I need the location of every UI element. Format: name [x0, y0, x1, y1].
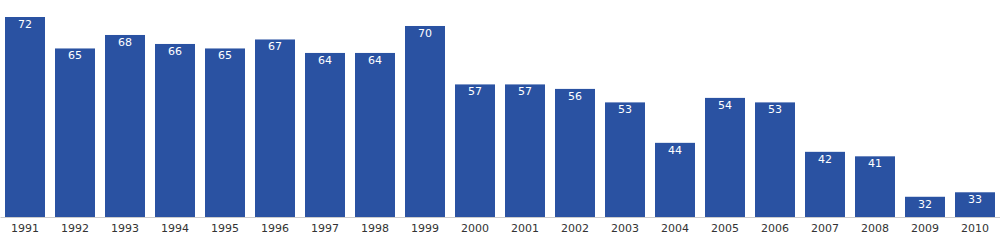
bar: [55, 48, 95, 217]
data-label: 57: [468, 85, 482, 98]
data-label: 53: [618, 103, 632, 116]
x-tick-label: 2010: [961, 222, 989, 235]
bar: [955, 192, 995, 217]
x-tick-label: 1991: [11, 222, 39, 235]
bar: [905, 197, 945, 217]
x-tick-label: 1992: [61, 222, 89, 235]
bar: [305, 53, 345, 217]
bar: [205, 48, 245, 217]
x-tick-label: 1999: [411, 222, 439, 235]
x-tick-label: 1998: [361, 222, 389, 235]
x-tick: 2006: [761, 217, 789, 235]
plot: 72 65 68 66 65 67 64 64 70 57 57 56 53 44 54 53 42 41 32 33…: [1, 17, 1000, 235]
bar: [455, 84, 495, 217]
x-tick-label: 2001: [511, 222, 539, 235]
x-tick-label: 2009: [911, 222, 939, 235]
bar: [805, 152, 845, 217]
x-tick-label: 2003: [611, 222, 639, 235]
data-label: 56: [568, 90, 582, 103]
bar: [655, 143, 695, 217]
bar: [755, 102, 795, 217]
data-labels: 72 65 68 66 65 67 64 64 70 57 57 56 53 44 54 53 42 41 32 33: [18, 18, 982, 211]
bar: [105, 35, 145, 217]
bar: [405, 26, 445, 217]
x-tick: 2000: [461, 217, 489, 235]
x-tick-label: 2005: [711, 222, 739, 235]
bar: [705, 98, 745, 217]
x-tick: 2009: [911, 217, 939, 235]
x-tick: 1998: [361, 217, 389, 235]
x-tick-label: 1994: [161, 222, 189, 235]
data-label: 65: [68, 49, 82, 62]
bar: [605, 102, 645, 217]
x-tick: 1992: [61, 217, 89, 235]
x-tick-label: 1997: [311, 222, 339, 235]
data-label: 32: [918, 198, 932, 211]
bar: [5, 17, 45, 217]
x-tick-label: 2002: [561, 222, 589, 235]
bar: [155, 44, 195, 217]
x-tick: 1994: [161, 217, 189, 235]
x-tick: 2005: [711, 217, 739, 235]
x-tick: 1999: [411, 217, 439, 235]
x-tick-label: 1996: [261, 222, 289, 235]
x-tick-label: 2000: [461, 222, 489, 235]
x-tick-label: 2004: [661, 222, 689, 235]
data-label: 53: [768, 103, 782, 116]
x-tick: 2003: [611, 217, 639, 235]
data-label: 57: [518, 85, 532, 98]
x-tick: 2010: [961, 217, 989, 235]
x-tick-label: 2006: [761, 222, 789, 235]
x-tick: 1997: [311, 217, 339, 235]
bar: [255, 39, 295, 217]
x-tick: 2007: [811, 217, 839, 235]
data-label: 44: [668, 144, 682, 157]
x-axis-line: [1, 217, 1000, 218]
x-axis: 1991 1992 1993 1994 1995 1996 1997 1998 1999 2000…: [1, 217, 1000, 235]
bar: [555, 89, 595, 217]
data-label: 72: [18, 18, 32, 31]
data-label: 68: [118, 36, 132, 49]
x-tick-label: 1993: [111, 222, 139, 235]
x-tick: 2004: [661, 217, 689, 235]
x-tick-label: 1995: [211, 222, 239, 235]
x-tick: 1995: [211, 217, 239, 235]
x-tick: 1996: [261, 217, 289, 235]
data-label: 42: [818, 153, 832, 166]
data-label: 54: [718, 99, 732, 112]
data-label: 70: [418, 27, 432, 40]
bar: [855, 156, 895, 217]
bar: [355, 53, 395, 217]
bars: [5, 17, 995, 217]
x-tick-label: 2008: [861, 222, 889, 235]
chart: 72 65 68 66 65 67 64 64 70 57 57 56 53 44 54 53 42 41 32 33…: [0, 0, 1000, 250]
x-tick: 2002: [561, 217, 589, 235]
data-label: 65: [218, 49, 232, 62]
x-tick: 1993: [111, 217, 139, 235]
x-tick: 2008: [861, 217, 889, 235]
x-tick: 1991: [11, 217, 39, 235]
data-label: 66: [168, 45, 182, 58]
data-label: 33: [968, 193, 982, 206]
data-label: 64: [368, 54, 382, 67]
data-label: 64: [318, 54, 332, 67]
data-label: 67: [268, 40, 282, 53]
data-label: 41: [868, 157, 882, 170]
bar: [505, 84, 545, 217]
x-tick: 2001: [511, 217, 539, 235]
x-tick-label: 2007: [811, 222, 839, 235]
